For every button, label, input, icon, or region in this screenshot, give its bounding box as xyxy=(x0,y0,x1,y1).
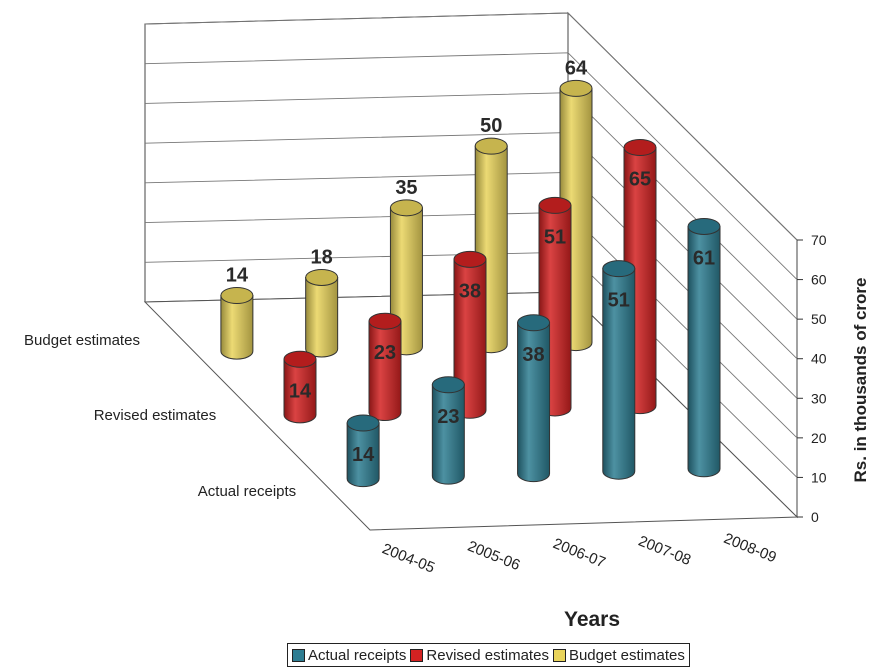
data-label: 38 xyxy=(522,344,544,366)
legend-item-actual-receipts: Actual receipts xyxy=(292,647,406,664)
data-label: 18 xyxy=(311,246,333,268)
bar-cylinder xyxy=(346,414,380,488)
y-tick-label: 60 xyxy=(811,272,827,288)
legend-item-revised-estimates: Revised estimates xyxy=(410,647,549,664)
bar-body xyxy=(687,225,721,478)
y-tick-label: 50 xyxy=(811,311,827,327)
bar-cylinder xyxy=(368,312,402,422)
bar-cylinder xyxy=(602,260,636,480)
x-axis-title: Years xyxy=(564,608,620,631)
data-label: 14 xyxy=(289,380,312,402)
x-tick-label: 2005-06 xyxy=(465,538,522,574)
data-label: 14 xyxy=(352,444,375,466)
bar-cylinder xyxy=(283,350,317,424)
x-tick-label: 2004-05 xyxy=(380,540,437,576)
legend-item-budget-estimates: Budget estimates xyxy=(552,646,685,664)
y-tick-label: 70 xyxy=(811,232,827,248)
y-tick-label: 30 xyxy=(811,390,827,406)
y-tick-label: 0 xyxy=(811,509,819,525)
bar-top xyxy=(559,79,593,97)
bar-top xyxy=(453,250,487,268)
data-label: 64 xyxy=(565,57,588,79)
bar-cylinder xyxy=(220,286,254,360)
depth-label: Revised estimates xyxy=(94,407,217,424)
y-axis-title: Rs. in thousands of crore xyxy=(851,278,870,483)
bar-body xyxy=(368,320,402,422)
bar-top xyxy=(517,314,551,332)
bar-cylinder xyxy=(305,268,339,358)
data-label: 51 xyxy=(544,226,566,248)
gridline xyxy=(144,12,798,241)
legend-swatch-actual-receipts xyxy=(292,648,305,662)
bar-top xyxy=(431,376,465,394)
legend-label-revised-estimates: Revised estimates xyxy=(426,646,549,664)
chart-bars xyxy=(220,79,721,488)
data-label: 23 xyxy=(374,342,396,364)
bar-body xyxy=(346,422,380,488)
bar-top xyxy=(389,199,423,217)
data-label: 14 xyxy=(226,264,249,286)
bar-cylinder xyxy=(431,376,465,485)
x-tick-label: 2007-08 xyxy=(636,533,693,569)
bar-body xyxy=(283,358,317,424)
bar-top xyxy=(602,260,636,278)
bar-top xyxy=(687,217,721,235)
bar-top xyxy=(474,137,508,155)
y-tick-label: 40 xyxy=(811,351,827,367)
bar-body xyxy=(305,276,339,358)
legend: Actual receipts Revised estimates Budget… xyxy=(287,643,690,667)
bar-top xyxy=(283,350,317,368)
gridline xyxy=(144,52,798,280)
data-label: 65 xyxy=(629,169,651,191)
legend-swatch-revised-estimates xyxy=(410,648,424,662)
y-tick-label: 20 xyxy=(811,430,827,446)
bar-top xyxy=(368,312,402,330)
bar-body xyxy=(602,268,636,480)
bar-body xyxy=(431,384,465,485)
data-label: 23 xyxy=(437,406,459,428)
depth-label: Budget estimates xyxy=(24,332,140,349)
bar-top xyxy=(538,196,572,214)
legend-swatch-budget-estimates xyxy=(552,648,566,662)
bar-top xyxy=(623,139,657,157)
depth-label: Actual receipts xyxy=(198,483,296,500)
bar-top xyxy=(220,286,254,304)
bar-cylinder xyxy=(517,314,551,483)
data-label: 50 xyxy=(480,115,502,137)
x-tick-label: 2008-09 xyxy=(721,530,778,566)
bar-body xyxy=(220,294,254,360)
legend-label-budget-estimates: Budget estimates xyxy=(568,646,685,664)
data-label: 61 xyxy=(693,247,715,269)
data-label: 35 xyxy=(395,177,417,199)
data-label: 38 xyxy=(459,280,481,302)
y-tick-label: 10 xyxy=(811,469,827,485)
legend-label-actual-receipts: Actual receipts xyxy=(308,646,407,664)
x-tick-label: 2006-07 xyxy=(550,535,607,571)
data-label: 51 xyxy=(608,290,630,312)
bar-body xyxy=(517,322,551,483)
bar-cylinder xyxy=(687,217,721,478)
bar-top xyxy=(346,414,380,432)
bar-top xyxy=(305,268,339,286)
